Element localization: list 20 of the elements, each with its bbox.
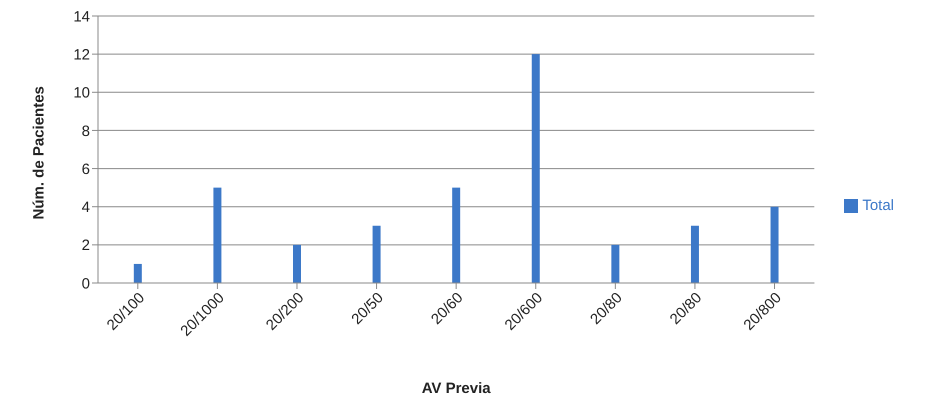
x-axis-title: AV Previa [422,380,492,397]
bar [134,264,142,283]
bar [213,188,222,283]
y-tick-label: 10 [73,84,90,102]
bar [690,226,699,283]
y-tick-label: 14 [73,8,90,26]
bar [372,226,381,283]
y-tick-label: 4 [82,199,90,216]
bar [532,54,540,283]
y-tick-label: 12 [73,46,90,64]
legend-label: Total [862,197,894,214]
y-tick-label: 8 [82,122,90,140]
bar [770,206,779,283]
y-tick-label: 0 [82,275,90,292]
y-axis-title: Núm. de Pacientes [30,86,48,220]
y-tick-label: 6 [82,160,90,178]
bar [292,244,301,283]
bar [611,244,620,283]
y-tick-label: 2 [82,237,90,254]
bar [452,188,460,283]
